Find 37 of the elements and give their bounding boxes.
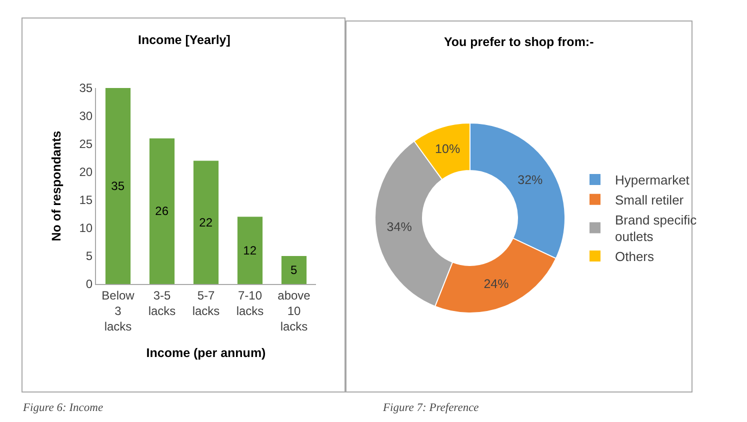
y-tick-label: 15 (79, 193, 93, 208)
x-tick-label: Below 3 lacks (102, 288, 135, 334)
y-axis-title: No of respondants (49, 130, 64, 242)
legend-label: Hypermarket (615, 172, 690, 188)
y-tick-label: 5 (86, 249, 93, 264)
chart-title: Income [Yearly] (138, 33, 230, 47)
bar (149, 138, 175, 284)
x-axis-title: Income (per annum) (146, 346, 266, 360)
data-label: 24% (484, 277, 509, 292)
y-tick-label: 10 (79, 221, 93, 236)
legend-label: Small retiler (615, 192, 684, 208)
bar (237, 216, 263, 284)
data-label: 34% (386, 220, 412, 234)
y-tick-label: 25 (79, 137, 93, 152)
data-label: 12 (243, 243, 257, 258)
data-label: 26 (155, 204, 169, 218)
data-label: 10% (435, 142, 460, 156)
x-tick-label: 3-5 lacks (148, 288, 176, 318)
caption: Figure 6: Income (22, 402, 104, 414)
legend-label: Others (615, 249, 655, 264)
x-tick-label: 5-7 lacks (192, 288, 220, 318)
legend-label: Brand specific outlets (615, 212, 698, 244)
bar (281, 256, 307, 284)
y-tick-label: 35 (79, 81, 93, 96)
bar (105, 88, 131, 284)
data-label: 35 (111, 179, 125, 193)
y-tick-label: 0 (86, 277, 93, 292)
chart-title: You prefer to shop from:- (444, 35, 594, 49)
data-label: 22 (199, 215, 213, 230)
x-tick-label: above 10 lacks (278, 288, 311, 334)
x-tick-label: 7-10 lacks (236, 288, 264, 318)
y-tick-label: 20 (79, 165, 93, 180)
data-label: 5 (290, 263, 298, 277)
caption: Figure 7: Preference (382, 402, 479, 414)
data-label: 32% (518, 172, 543, 187)
bar (193, 160, 219, 284)
y-tick-label: 30 (79, 109, 93, 124)
